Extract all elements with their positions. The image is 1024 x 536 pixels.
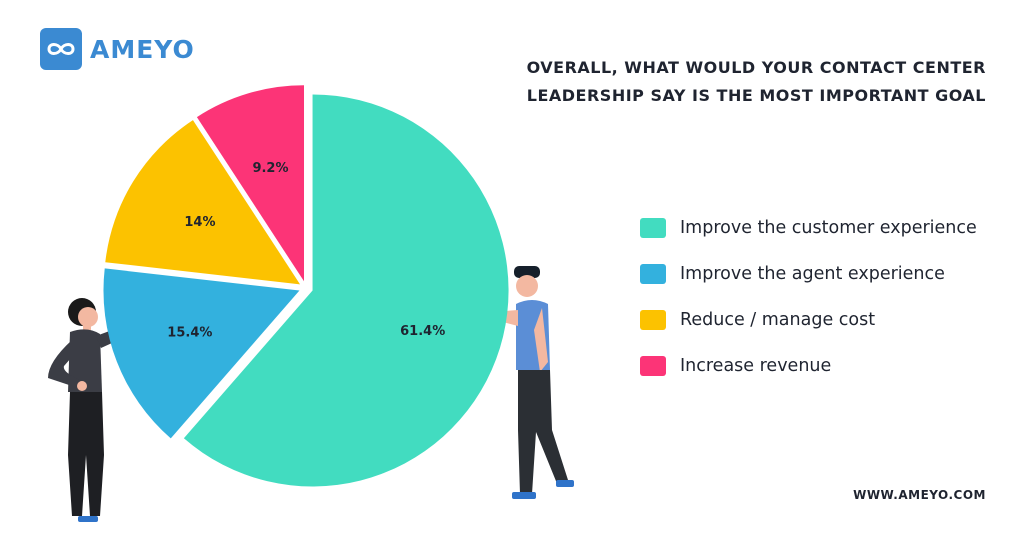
legend-swatch bbox=[640, 218, 666, 238]
pie-label-reduce-cost: 14% bbox=[184, 215, 215, 230]
legend: Improve the customer experience Improve … bbox=[640, 205, 977, 389]
website-url: WWW.AMEYO.COM bbox=[853, 488, 986, 502]
chart-title: OVERALL, WHAT WOULD YOUR CONTACT CENTER … bbox=[500, 54, 986, 110]
pie-slice-customer-experience bbox=[183, 94, 509, 487]
chart-title-line-1: OVERALL, WHAT WOULD YOUR CONTACT CENTER bbox=[526, 58, 986, 77]
pie-label-customer-experience: 61.4% bbox=[400, 324, 445, 339]
infinity-icon bbox=[40, 28, 82, 70]
legend-item-reduce-cost: Reduce / manage cost bbox=[640, 297, 977, 343]
legend-label: Increase revenue bbox=[680, 356, 832, 376]
legend-swatch bbox=[640, 264, 666, 284]
pie-labels: 61.4% 15.4% 14% 9.2% bbox=[167, 161, 445, 341]
legend-item-customer-experience: Improve the customer experience bbox=[640, 205, 977, 251]
chart-title-line-2: LEADERSHIP SAY IS THE MOST IMPORTANT GOA… bbox=[526, 86, 986, 105]
brand-name: AMEYO bbox=[90, 34, 195, 64]
legend-label: Improve the agent experience bbox=[680, 264, 945, 284]
pie-slice-increase-revenue bbox=[196, 85, 305, 282]
pie-label-increase-revenue: 9.2% bbox=[252, 161, 288, 176]
brand-logo: AMEYO bbox=[40, 28, 195, 70]
legend-swatch bbox=[640, 310, 666, 330]
pie-slices bbox=[103, 85, 509, 487]
legend-item-agent-experience: Improve the agent experience bbox=[640, 251, 977, 297]
legend-swatch bbox=[640, 356, 666, 376]
pie-label-agent-experience: 15.4% bbox=[167, 326, 212, 341]
legend-label: Reduce / manage cost bbox=[680, 310, 876, 330]
legend-label: Improve the customer experience bbox=[680, 218, 977, 238]
legend-item-increase-revenue: Increase revenue bbox=[640, 343, 977, 389]
pie-slice-agent-experience bbox=[103, 268, 300, 439]
pie-slice-reduce-cost bbox=[105, 120, 301, 285]
